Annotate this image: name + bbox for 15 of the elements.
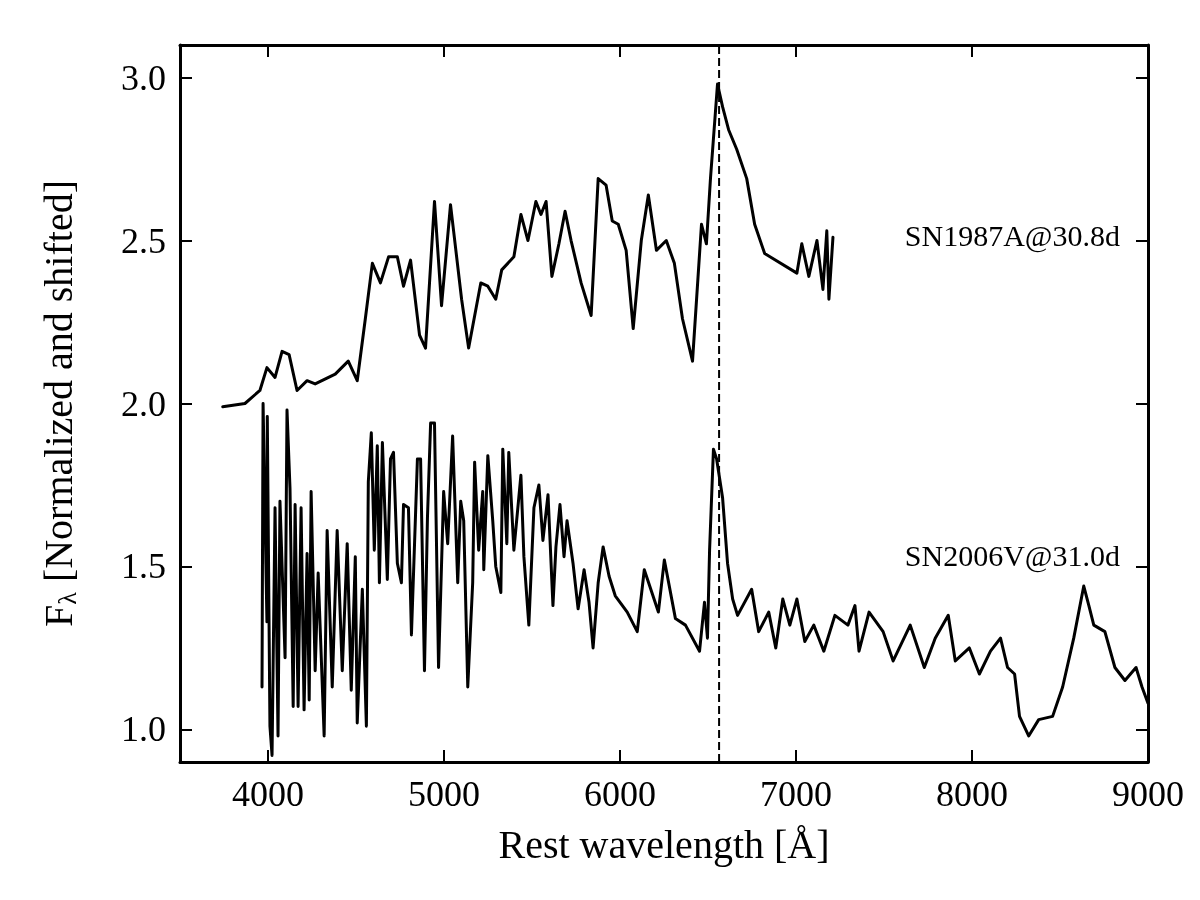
x-axis-title: Rest wavelength [Å] [498,821,830,867]
y-tick-label: 1.5 [121,546,166,587]
y-tick-label: 3.0 [121,57,166,98]
x-tick-label: 6000 [584,774,656,814]
y-axis-title: Fλ [Normalized and shifted] [35,180,82,627]
x-tick-label: 4000 [232,774,304,814]
annotation: SN2006V@31.0d [904,538,1121,573]
x-tick-label: 8000 [936,774,1008,814]
y-tick-label: 2.0 [121,383,166,424]
x-tick-label: 7000 [760,774,832,814]
y-tick-label: 2.5 [121,220,166,261]
x-tick-label: 5000 [408,774,480,814]
x-tick-label: 9000 [1112,774,1184,814]
y-tick-label: 1.0 [121,709,166,750]
annotation: SN1987A@30.8d [904,218,1121,253]
